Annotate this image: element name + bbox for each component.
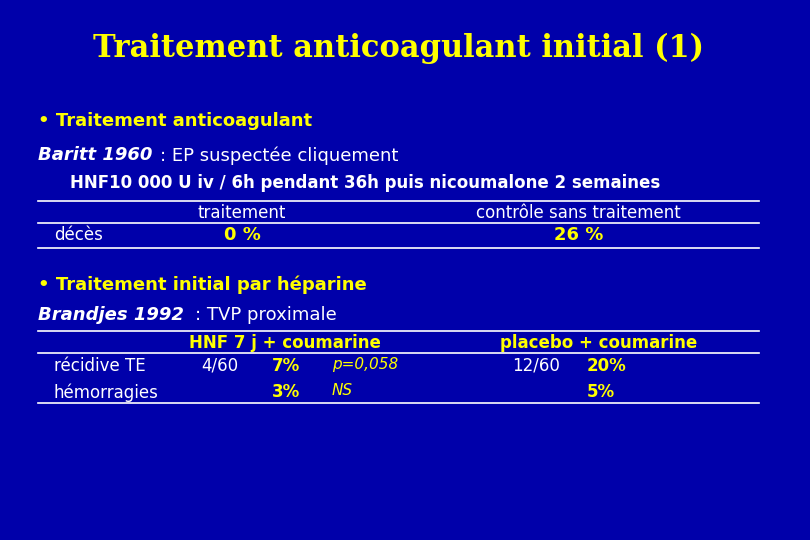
Text: • Traitement anticoagulant: • Traitement anticoagulant: [38, 112, 313, 130]
Text: traitement: traitement: [198, 204, 286, 222]
Text: 20%: 20%: [586, 357, 626, 375]
Text: placebo + coumarine: placebo + coumarine: [500, 334, 697, 352]
Text: HNF10 000 U iv / 6h pendant 36h puis nicoumalone 2 semaines: HNF10 000 U iv / 6h pendant 36h puis nic…: [70, 174, 660, 192]
Text: 5%: 5%: [586, 383, 615, 401]
Text: récidive TE: récidive TE: [54, 357, 146, 375]
Text: Traitement anticoagulant initial (1): Traitement anticoagulant initial (1): [93, 33, 704, 64]
Text: HNF 7 j + coumarine: HNF 7 j + coumarine: [189, 334, 381, 352]
Text: NS: NS: [332, 383, 353, 398]
Text: Brandjes 1992: Brandjes 1992: [38, 306, 184, 324]
Text: contrôle sans traitement: contrôle sans traitement: [476, 204, 681, 222]
Text: 26 %: 26 %: [554, 226, 603, 244]
Text: : EP suspectée cliquement: : EP suspectée cliquement: [160, 146, 398, 165]
Text: 7%: 7%: [271, 357, 300, 375]
Text: 3%: 3%: [271, 383, 300, 401]
Text: 4/60: 4/60: [201, 357, 238, 375]
Text: décès: décès: [54, 226, 103, 244]
Text: 12/60: 12/60: [512, 357, 560, 375]
Text: p=0,058: p=0,058: [332, 357, 399, 372]
Text: • Traitement initial par héparine: • Traitement initial par héparine: [38, 275, 367, 294]
Text: Baritt 1960: Baritt 1960: [38, 146, 152, 164]
Text: : TVP proximale: : TVP proximale: [195, 306, 337, 324]
Text: hémorragies: hémorragies: [54, 383, 159, 402]
Text: 0 %: 0 %: [224, 226, 260, 244]
